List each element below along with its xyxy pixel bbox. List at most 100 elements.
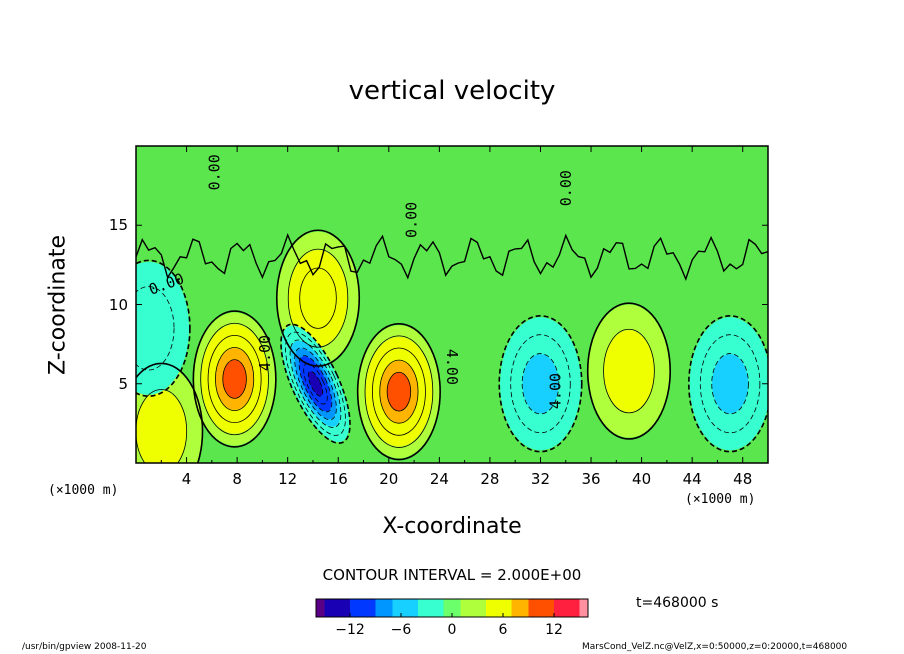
contour-line — [136, 362, 204, 463]
contour-line — [289, 339, 342, 428]
footer-left: /usr/bin/gpview 2008-11-20 — [22, 642, 147, 652]
colorbar-cell — [528, 599, 538, 617]
colorbar-cell — [537, 599, 546, 617]
x-tick-label: 12 — [278, 470, 298, 488]
contour-line — [711, 353, 749, 415]
colorbar-cell — [562, 599, 572, 617]
contour-line — [498, 315, 583, 453]
field-feature-updraft — [588, 304, 670, 438]
contour-line — [356, 322, 441, 461]
contour-line — [222, 359, 247, 399]
contour-line — [215, 347, 255, 411]
contour-label: 4.00 — [443, 349, 461, 385]
contour-line — [688, 315, 768, 453]
colorbar-cell — [358, 599, 368, 617]
contour-label: 0.00 — [205, 154, 223, 190]
colorbar-cell — [545, 599, 555, 617]
colorbar-cell — [554, 599, 563, 617]
field-level — [136, 287, 174, 370]
colorbar-cell — [571, 599, 580, 617]
colorbar-cell — [350, 599, 359, 617]
zero-contour-line — [136, 233, 768, 281]
field-level — [387, 372, 411, 411]
contour-line — [285, 331, 346, 436]
contour-line — [280, 323, 351, 444]
field-level — [136, 390, 187, 463]
colorbar-cell — [511, 599, 521, 617]
colorbar-cell — [324, 599, 334, 617]
colorbar-cell — [426, 599, 436, 617]
x-tick-label: 32 — [530, 470, 551, 488]
contour-line — [521, 353, 560, 415]
colorbar-cell — [409, 599, 419, 617]
chart-title: vertical velocity — [348, 76, 556, 106]
field-feature-downdraft — [500, 317, 581, 451]
contour-line — [510, 334, 571, 434]
colorbar-cell — [401, 599, 410, 617]
field-level — [300, 268, 336, 328]
colorbar-tick-label: 12 — [545, 622, 563, 638]
colorbar-cell — [384, 599, 393, 617]
colorbar-cell — [333, 599, 342, 617]
contour-line — [699, 334, 761, 434]
contour-line — [364, 335, 434, 448]
y-tick-label: 5 — [118, 374, 128, 393]
contour-line — [192, 310, 277, 448]
x-tick-label: 28 — [480, 470, 500, 488]
x-tick-label: 24 — [429, 470, 449, 488]
field-feature-updraft — [277, 231, 359, 365]
contour-label: 4.00 — [547, 373, 565, 409]
colorbar-cell — [316, 599, 325, 617]
contour-line — [287, 248, 349, 348]
field-level — [308, 371, 323, 397]
colorbar-tick-label: 6 — [498, 622, 508, 638]
contour-line — [298, 355, 333, 413]
x-axis-label: X-coordinate — [382, 514, 522, 539]
contour-line — [207, 334, 262, 424]
field-feature-downdraft — [689, 317, 768, 451]
x-tick-label: 44 — [682, 470, 702, 488]
colorbar-cell — [579, 599, 589, 617]
contour-line — [136, 389, 188, 463]
contour-line — [307, 370, 324, 397]
y-tick-label: 10 — [108, 295, 128, 314]
contour-line — [294, 347, 337, 421]
field-level — [604, 330, 654, 413]
colorbar-cell — [418, 599, 427, 617]
colorbar-cell — [503, 599, 512, 617]
colorbar-tick-label: −6 — [390, 622, 412, 638]
x-tick-label: 8 — [232, 470, 242, 488]
x-tick-label: 4 — [181, 470, 192, 488]
colorbar-tick-label: 0 — [447, 622, 457, 638]
x-tick-label: 20 — [379, 470, 399, 488]
colorbar-cell — [392, 599, 402, 617]
colorbar-cell — [494, 599, 504, 617]
colorbar-cell — [443, 599, 453, 617]
colorbar-cell — [367, 599, 376, 617]
contour-line — [136, 259, 191, 397]
colorbar-cell — [460, 599, 470, 617]
colorbar-cell — [452, 599, 461, 617]
contour-interval-text: CONTOUR INTERVAL = 2.000E+00 — [322, 566, 582, 584]
contour-line — [386, 371, 412, 412]
colorbar-tick-label: −12 — [335, 622, 365, 638]
footer-right: MarsCond_VelZ.nc@VelZ,x=0:50000,z=0:2000… — [582, 642, 848, 652]
x-unit-label-right: (×1000 m) — [685, 492, 756, 507]
colorbar-cell — [520, 599, 529, 617]
contour-line — [303, 363, 328, 405]
field-feature-updraft — [194, 312, 276, 446]
x-tick-label: 16 — [328, 470, 348, 488]
colorbar-cell — [477, 599, 487, 617]
time-label: t=468000 s — [636, 595, 719, 611]
contour-line — [379, 359, 419, 424]
contour-line — [603, 328, 655, 414]
contour-label: 0.00 — [403, 202, 421, 238]
field-feature-updraft — [358, 325, 440, 459]
colorbar-cell — [469, 599, 478, 617]
y-tick-label: 15 — [108, 216, 128, 235]
contour-line — [136, 286, 175, 371]
colorbar-cell — [375, 599, 385, 617]
contour-line — [371, 347, 426, 436]
contour-label: 4.00 — [256, 335, 274, 371]
